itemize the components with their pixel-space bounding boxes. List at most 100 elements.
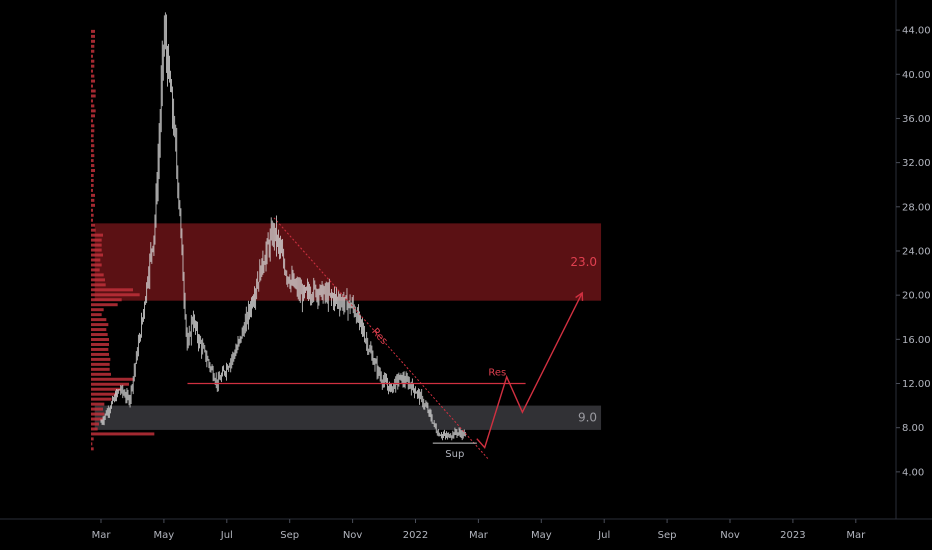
profile-bar-3: [91, 432, 155, 436]
x-tick-label-12: Mar: [846, 530, 866, 541]
profile-bar-35: [91, 273, 104, 277]
time-axis[interactable]: Mar May Jul Sep Nov 2022 Mar May Jul Sep Nov 2023 Ma…: [92, 519, 867, 541]
profile-bar-20: [91, 347, 109, 351]
y-tick-label-0: 44.00: [902, 26, 931, 37]
profile-bar-72: [91, 89, 96, 93]
profile-bar-44: [91, 228, 96, 232]
profile-bar-74: [91, 79, 95, 83]
profile-bar-62: [91, 139, 94, 143]
profile-bar-30: [91, 298, 122, 302]
profile-bar-61: [91, 144, 95, 148]
resistance-label: Res: [488, 368, 506, 379]
y-tick-label-3: 32.00: [902, 158, 931, 169]
profile-bar-77: [91, 64, 95, 68]
profile-bar-7: [91, 412, 105, 416]
profile-bar-24: [91, 328, 107, 332]
profile-bar-11: [91, 392, 117, 396]
y-tick-label-10: 4.00: [902, 467, 924, 478]
profile-bar-6: [91, 417, 103, 421]
zones-layer: [94, 223, 602, 430]
zone-band-1: [94, 405, 602, 430]
volume-profile: [91, 29, 155, 451]
profile-bar-75: [91, 74, 95, 78]
support-label: Sup: [445, 449, 464, 460]
profile-bar-2: [91, 437, 94, 441]
y-tick-label-8: 12.00: [902, 379, 931, 390]
profile-bar-60: [91, 149, 94, 153]
y-tick-label-1: 40.00: [902, 70, 931, 81]
profile-bar-4: [91, 427, 98, 431]
profile-bar-83: [91, 34, 95, 38]
profile-bar-48: [91, 208, 93, 212]
profile-bar-57: [91, 164, 95, 168]
profile-bar-66: [91, 119, 93, 123]
price-axis[interactable]: 44.00 40.00 36.00 32.00 28.00 24.00 20.00 16.00…: [896, 26, 931, 479]
profile-bar-8: [91, 407, 103, 411]
profile-bar-54: [91, 178, 94, 182]
trend-line: [273, 217, 489, 459]
profile-bar-21: [91, 342, 109, 346]
profile-bar-78: [91, 59, 95, 63]
profile-bar-10: [91, 397, 112, 401]
profile-bar-28: [91, 308, 104, 312]
x-tick-label-0: Mar: [92, 530, 112, 541]
profile-bar-9: [91, 402, 105, 406]
profile-bar-59: [91, 154, 95, 158]
x-tick-label-4: Nov: [343, 530, 363, 541]
profile-bar-52: [91, 188, 93, 192]
profile-bar-76: [91, 69, 93, 73]
profile-bar-42: [91, 238, 102, 242]
profile-bar-29: [91, 303, 118, 307]
profile-bar-49: [91, 203, 95, 207]
profile-bar-17: [91, 362, 110, 366]
profile-bar-43: [91, 233, 103, 237]
profile-bar-5: [91, 422, 99, 426]
profile-bar-51: [91, 193, 95, 197]
profile-bar-32: [91, 288, 133, 292]
profile-bar-40: [91, 248, 102, 252]
profile-bar-81: [91, 44, 95, 48]
profile-bar-46: [91, 218, 93, 222]
profile-bar-56: [91, 169, 95, 173]
profile-bar-82: [91, 39, 95, 43]
forecast-arrowhead: [575, 291, 584, 301]
profile-bar-41: [91, 243, 102, 247]
profile-bar-64: [91, 129, 95, 133]
x-tick-label-9: Sep: [658, 530, 677, 541]
x-tick-label-8: Jul: [597, 530, 610, 541]
profile-bar-37: [91, 263, 102, 267]
profile-bar-22: [91, 338, 109, 342]
y-tick-label-7: 16.00: [902, 335, 931, 346]
profile-bar-26: [91, 318, 107, 322]
profile-bar-58: [91, 159, 94, 163]
y-tick-label-2: 36.00: [902, 114, 931, 125]
profile-bar-19: [91, 352, 109, 356]
x-tick-label-10: Nov: [720, 530, 740, 541]
profile-bar-38: [91, 258, 101, 262]
zone-label-1: 9.0: [578, 411, 597, 425]
y-tick-label-9: 8.00: [902, 423, 924, 434]
x-tick-label-2: Jul: [220, 530, 233, 541]
y-tick-label-4: 28.00: [902, 202, 931, 213]
profile-bar-68: [91, 109, 96, 113]
profile-bar-69: [91, 104, 95, 108]
profile-bar-65: [91, 124, 95, 128]
forecast-path: [476, 292, 583, 449]
profile-bar-25: [91, 323, 109, 327]
x-tick-label-1: May: [154, 530, 175, 541]
profile-bar-50: [91, 198, 95, 202]
profile-bar-31: [91, 293, 140, 297]
profile-bar-84: [91, 29, 95, 33]
profile-bar-36: [91, 268, 100, 272]
x-tick-label-7: May: [531, 530, 552, 541]
profile-bar-73: [91, 84, 93, 88]
profile-bar-47: [91, 213, 94, 217]
profile-bar-71: [91, 94, 96, 98]
annotation-lines: [187, 217, 584, 459]
x-tick-label-6: Mar: [469, 530, 489, 541]
x-tick-label-5: 2022: [403, 530, 428, 541]
profile-bar-16: [91, 367, 110, 371]
y-tick-label-5: 24.00: [902, 246, 931, 257]
